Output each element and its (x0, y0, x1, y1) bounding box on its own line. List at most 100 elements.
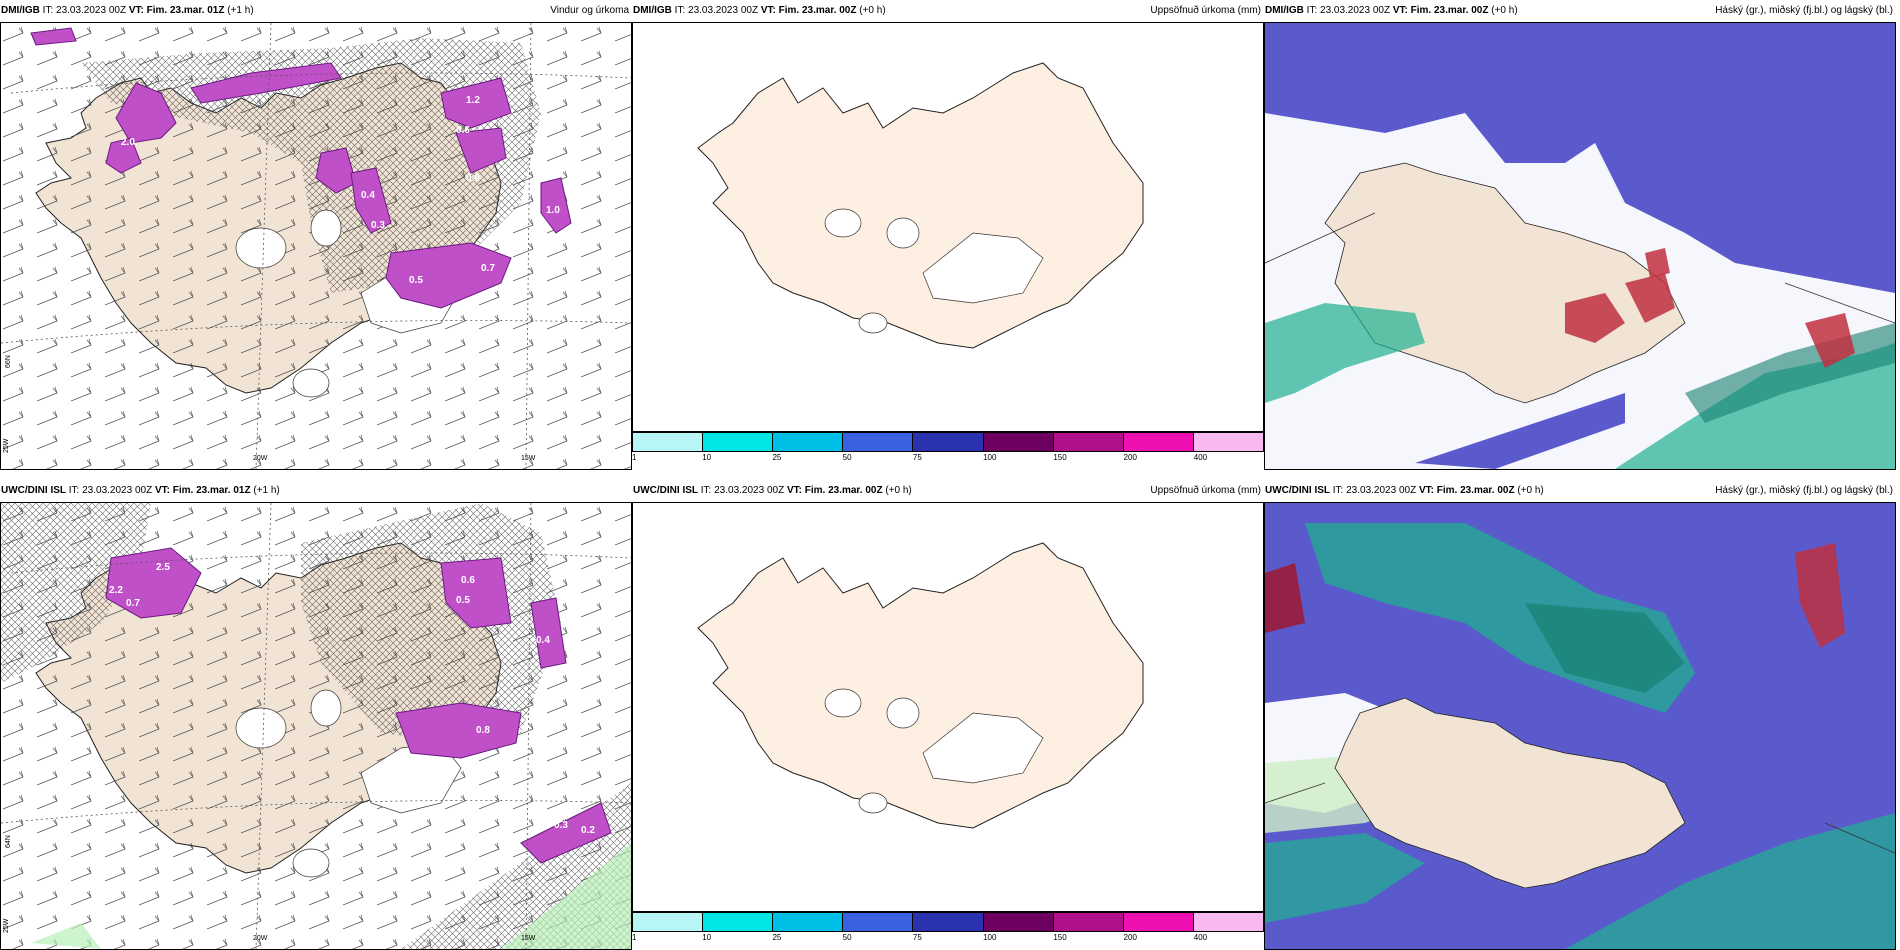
map-svg (697, 542, 1144, 829)
precip-value-label: 0.6 (456, 125, 470, 136)
glacier (922, 712, 1044, 784)
init-time: IT: 23.03.2023 00Z (700, 485, 785, 496)
colorbar-segment (843, 433, 914, 451)
iceland-land (697, 62, 1144, 349)
map-accum-precip[interactable] (632, 502, 1264, 912)
iceland-land (1334, 697, 1686, 889)
map-wind-precip[interactable]: 2.0 1.2 0.8 0.6 0.4 0.3 0.5 0.7 1.0 20W … (0, 22, 632, 470)
precip-value-label: 2.0 (121, 137, 135, 148)
low-cloud (1265, 563, 1305, 633)
model-name: DMI/IGB (1265, 5, 1304, 16)
precip-value-label: 0.2 (581, 825, 595, 836)
glacier (922, 232, 1044, 304)
model-name: DMI/IGB (633, 5, 672, 16)
lead-time: (+0 h) (859, 5, 886, 16)
model-name: UWC/DINI ISL (1, 485, 66, 496)
valid-time: VT: Fim. 23.mar. 00Z (760, 5, 857, 16)
colorbar-tick: 75 (912, 453, 922, 462)
precip-value-label: 0.7 (481, 263, 495, 274)
init-time: IT: 23.03.2023 00Z (1306, 5, 1391, 16)
mid-cloud (1265, 303, 1425, 403)
panel-header: UWC/DINI ISL IT: 23.03.2023 00Z VT: Fim.… (0, 480, 632, 502)
precip-blob (455, 127, 507, 174)
map-accum-precip[interactable] (632, 22, 1264, 432)
precip-value-label: 0.5 (456, 595, 470, 606)
map-cloud-cover[interactable] (1264, 502, 1896, 950)
map-svg: 2.0 1.2 0.8 0.6 0.4 0.3 0.5 0.7 1.0 (1, 23, 631, 469)
colorbar-segment (633, 913, 704, 931)
lead-time: (+1 h) (227, 5, 254, 16)
precip-blob (530, 597, 567, 669)
colorbar-tick: 200 (1123, 453, 1137, 462)
glacier (886, 217, 920, 249)
graticule (1, 503, 631, 949)
panel-uwc-accum: UWC/DINI ISL IT: 23.03.2023 00Z VT: Fim.… (632, 480, 1264, 950)
lat-label: 64N (5, 835, 12, 848)
precip-blob (540, 177, 572, 234)
colorbar-tick: 25 (772, 453, 782, 462)
precip-blob (440, 557, 512, 629)
model-name: UWC/DINI ISL (633, 485, 698, 496)
light-precip (31, 923, 101, 949)
colorbar-segment (1053, 913, 1124, 931)
valid-time: VT: Fim. 23.mar. 00Z (1392, 5, 1489, 16)
iceland-land (697, 542, 1144, 829)
colorbar-tick: 1 (632, 933, 637, 942)
lon-label: 15W (521, 935, 536, 942)
colorbar-ticks: 1 10 25 50 75 100 150 200 400 (632, 933, 1264, 945)
colorbar-segment (843, 913, 914, 931)
colorbar-tick: 400 (1193, 933, 1208, 942)
valid-time: VT: Fim. 23.mar. 01Z (154, 485, 251, 496)
model-name: DMI/IGB (1, 5, 40, 16)
precip-blob (440, 77, 512, 129)
precip-value-label: 0.7 (126, 598, 140, 609)
field-name: Háský (gr.), miðský (fj.bl.) og lágský (… (1715, 485, 1893, 496)
panel-header: UWC/DINI ISL IT: 23.03.2023 00Z VT: Fim.… (632, 480, 1264, 502)
colorbar-segment (913, 433, 984, 451)
colorbar-segment (983, 913, 1054, 931)
map-svg (697, 62, 1144, 349)
colorbar-tick: 10 (702, 453, 712, 462)
init-time: IT: 23.03.2023 00Z (1332, 485, 1417, 496)
panel-uwc-cloud: UWC/DINI ISL IT: 23.03.2023 00Z VT: Fim.… (1264, 480, 1896, 950)
lat-label: 25W (3, 438, 10, 453)
precip-blob (395, 702, 522, 759)
colorbar-tick: 75 (912, 933, 922, 942)
valid-time: VT: Fim. 23.mar. 00Z (786, 485, 883, 496)
precip-value-label: 2.2 (109, 585, 123, 596)
precip-blob (385, 242, 512, 309)
map-cloud-cover[interactable] (1264, 22, 1896, 470)
colorbar-tick: 1 (632, 453, 637, 462)
colorbar-tick: 150 (1053, 933, 1067, 942)
high-cloud (1445, 903, 1565, 949)
valid-time: VT: Fim. 23.mar. 00Z (1418, 485, 1515, 496)
colorbar-tick: 25 (772, 933, 782, 942)
colorbar-tick: 400 (1193, 453, 1208, 462)
model-name: UWC/DINI ISL (1265, 485, 1330, 496)
precip-value-label: 1.2 (466, 95, 480, 106)
precip-blob (350, 167, 392, 234)
glacier (886, 697, 920, 729)
map-svg: 2.5 2.2 0.7 0.6 0.5 0.8 0.3 0.2 0.4 (1, 503, 631, 949)
glacier (858, 312, 888, 334)
field-name: Uppsöfnuð úrkoma (mm) (1150, 5, 1261, 16)
colorbar-segment (773, 913, 844, 931)
precip-blob (30, 27, 77, 46)
precip-value-label: 2.5 (156, 562, 170, 573)
colorbar-tick: 150 (1053, 453, 1067, 462)
panel-uwc-wind: UWC/DINI ISL IT: 23.03.2023 00Z VT: Fim.… (0, 480, 632, 950)
panel-header: DMI/IGB IT: 23.03.2023 00Z VT: Fim. 23.m… (0, 0, 632, 22)
precip-value-label: 0.8 (466, 173, 480, 184)
lon-label: 20W (253, 935, 268, 942)
field-name: Uppsöfnuð úrkoma (mm) (1150, 485, 1261, 496)
map-wind-precip[interactable]: 2.5 2.2 0.7 0.6 0.5 0.8 0.3 0.2 0.4 20W … (0, 502, 632, 950)
colorbar-tick: 200 (1123, 933, 1137, 942)
colorbar-tick: 50 (842, 933, 852, 942)
glacier (824, 208, 862, 238)
panel-dmi-wind: DMI/IGB IT: 23.03.2023 00Z VT: Fim. 23.m… (0, 0, 632, 470)
glacier (858, 792, 888, 814)
precip-value-label: 1.0 (546, 205, 560, 216)
colorbar (632, 912, 1264, 932)
colorbar-segment (703, 913, 774, 931)
precip-blob (105, 547, 202, 619)
